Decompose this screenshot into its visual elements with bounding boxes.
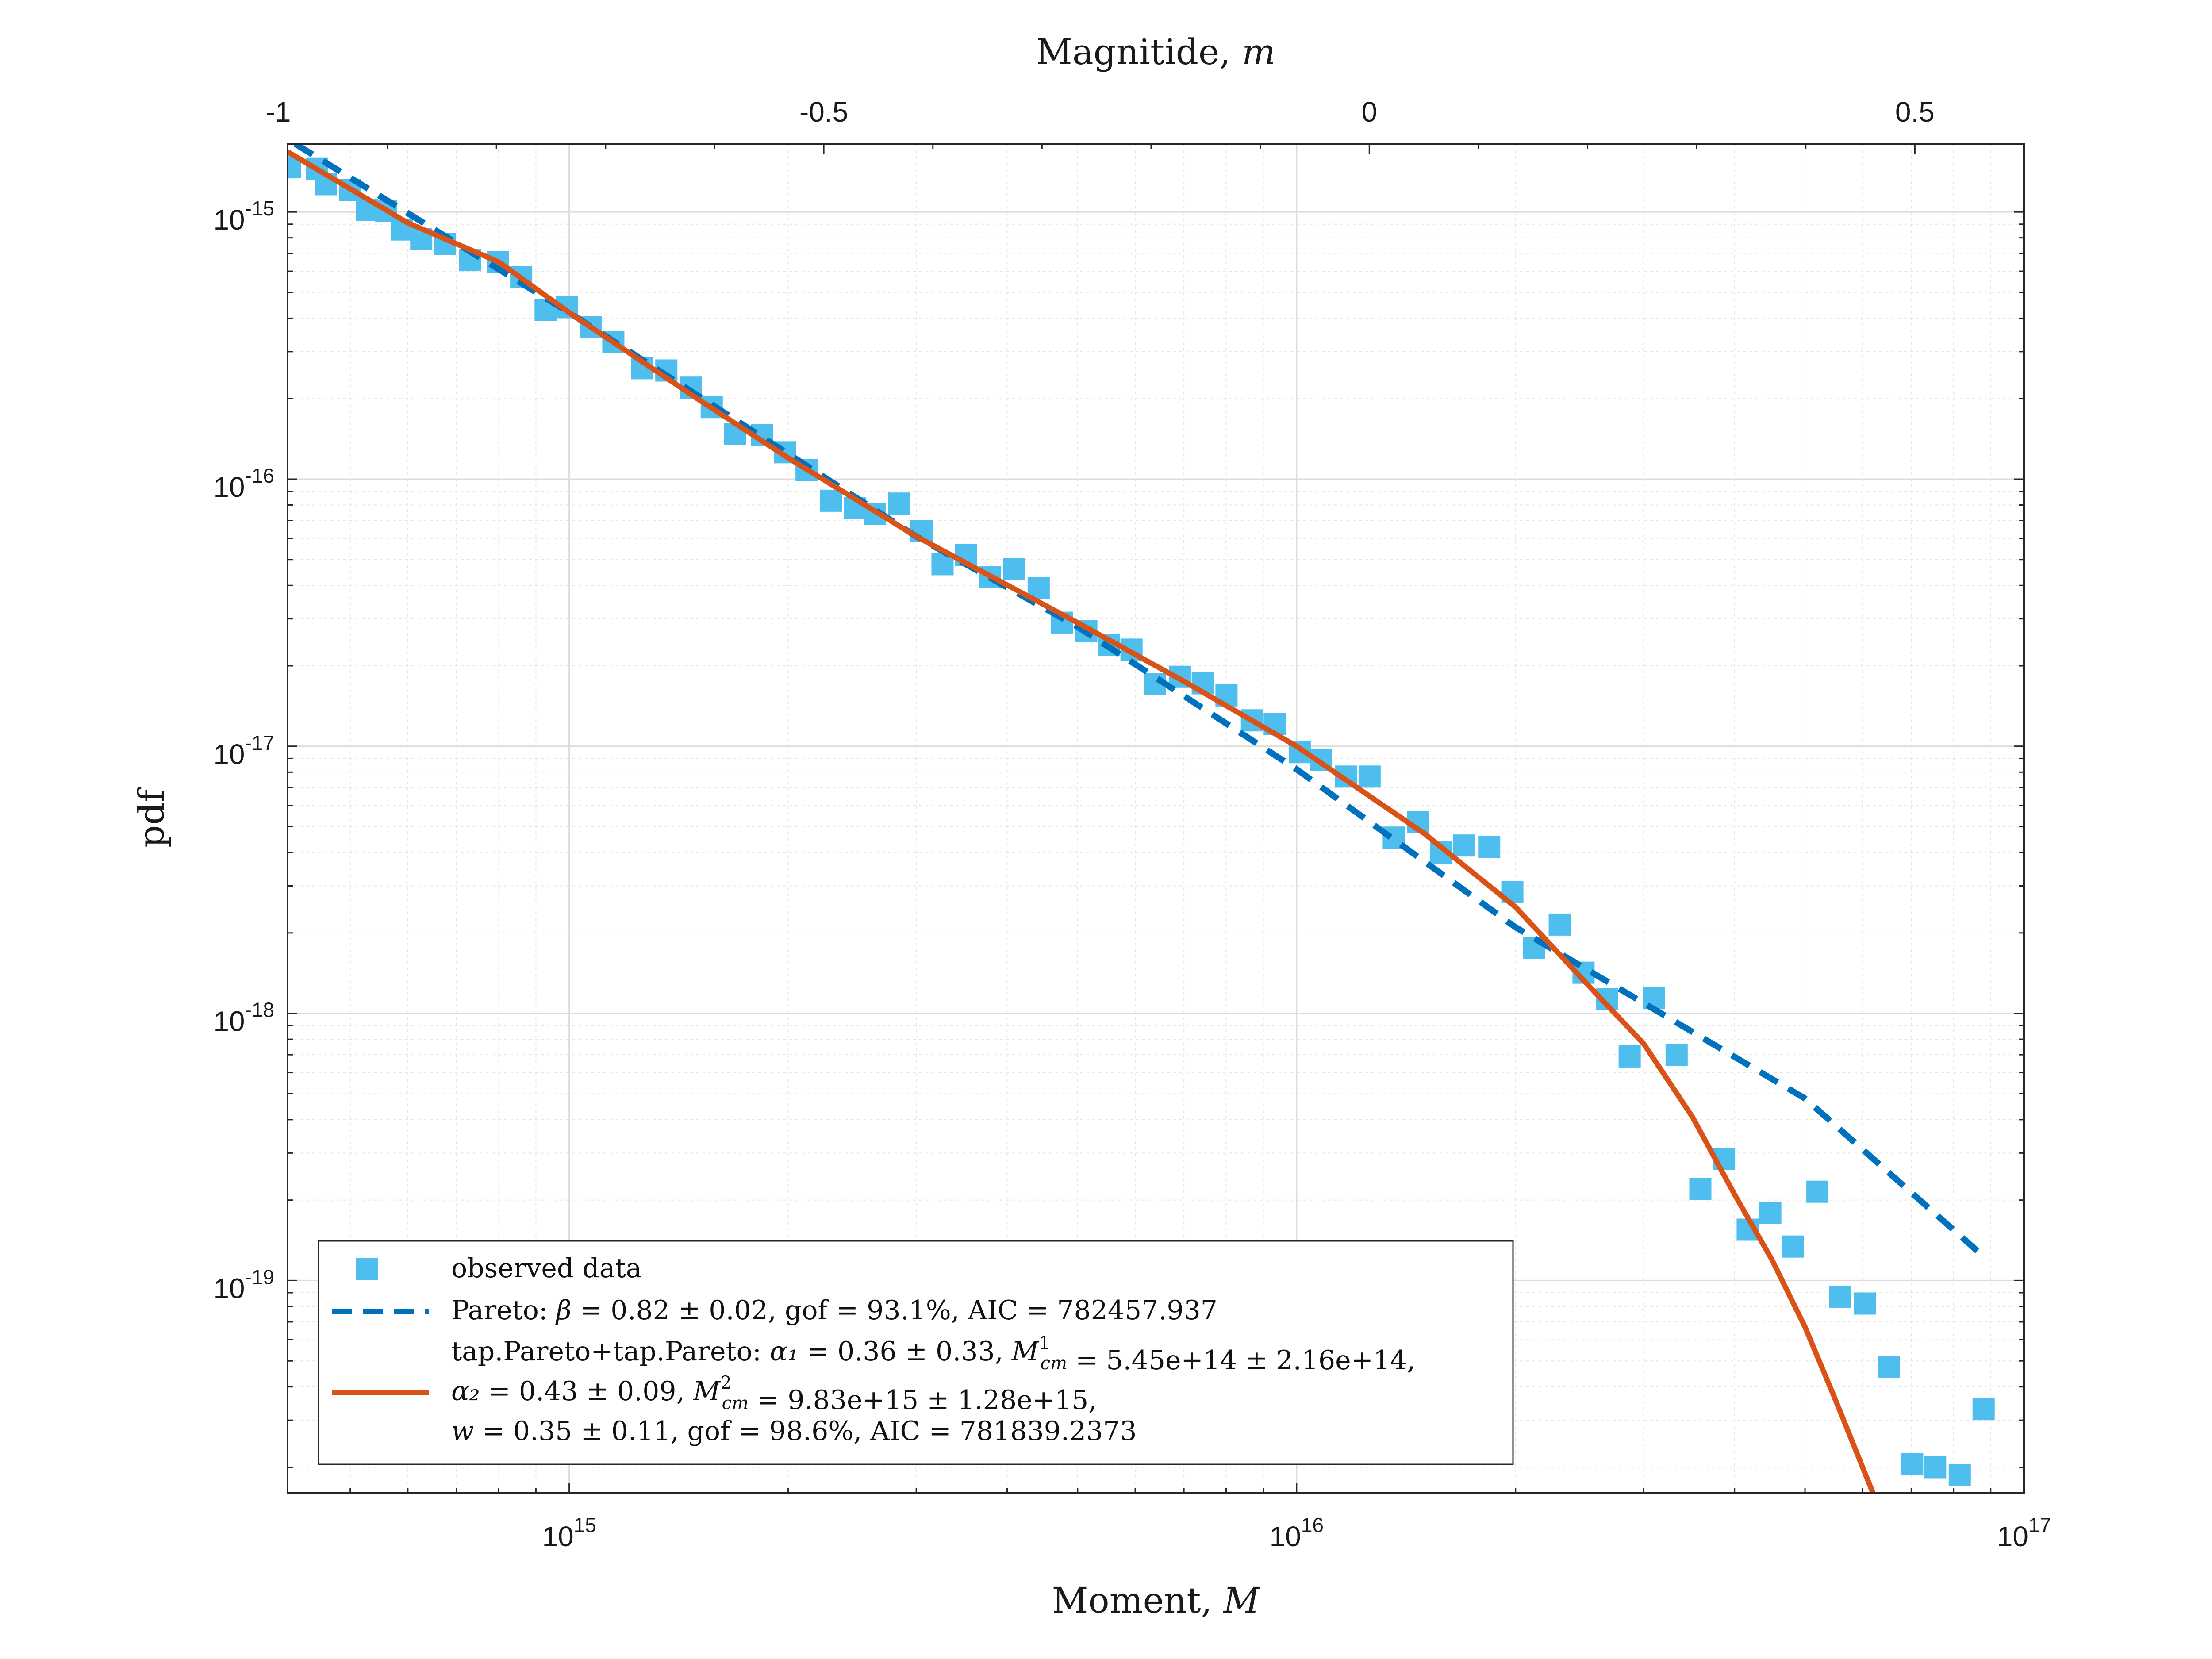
legend-box	[318, 1240, 1514, 1465]
observed-point	[1618, 1045, 1641, 1068]
legend: observed data Pareto: β = 0.82 ± 0.02, go…	[318, 1240, 1514, 1465]
observed-point	[1358, 765, 1381, 788]
observed-point	[1759, 1202, 1782, 1224]
y-tick-label: 10-18	[213, 998, 274, 1037]
pareto-fit-line	[293, 144, 1986, 1259]
series-layer	[288, 144, 1995, 1493]
observed-point	[1782, 1235, 1804, 1258]
y-axis-label: pdf	[131, 787, 172, 848]
x-tick-label: 1015	[542, 1513, 596, 1552]
top-tick-label: 0	[1361, 96, 1377, 128]
tick-labels: 1015 1016 1017 10-15 10-16 10-17 10-18 10-19 -1 -…	[213, 96, 2051, 1552]
legend-text-line: observed data	[451, 1253, 641, 1284]
legend-text-line: w = 0.35 ± 0.11, gof = 98.6%, AIC = 7818…	[451, 1416, 1137, 1447]
observed-point	[1003, 558, 1025, 580]
x-tick-label: 1017	[1997, 1513, 2051, 1552]
observed-point	[1853, 1292, 1876, 1315]
y-tick-label: 10-17	[213, 731, 274, 770]
observed-point	[1972, 1398, 1995, 1421]
axis-ticks	[288, 144, 2025, 1493]
top-axis-label: Magnitide, m	[1036, 31, 1275, 73]
observed-point	[1806, 1180, 1829, 1203]
observed-point	[1924, 1456, 1947, 1479]
plot-frame	[287, 143, 2025, 1494]
legend-text-line: Pareto: β = 0.82 ± 0.02, gof = 93.1%, AI…	[451, 1295, 1217, 1326]
observed-point	[1878, 1356, 1900, 1378]
x-tick-label: 1016	[1270, 1513, 1324, 1552]
observed-point	[1665, 1044, 1688, 1066]
observed-point	[1548, 913, 1571, 936]
observed-point	[820, 489, 842, 512]
top-tick-label: -1	[266, 96, 291, 128]
y-tick-label: 10-15	[213, 197, 274, 236]
top-tick-label: -0.5	[799, 96, 848, 128]
top-tick-label: 0.5	[1895, 96, 1935, 128]
observed-point	[887, 492, 910, 515]
y-tick-label: 10-16	[213, 464, 274, 503]
legend-observed-marker	[356, 1258, 378, 1280]
legend-text-line: tap.Pareto+tap.Pareto: α₁ = 0.36 ± 0.33,…	[451, 1333, 1415, 1376]
legend-text-line: α₂ = 0.43 ± 0.09, M2 cm = 9.83e+15 ± 1.28…	[451, 1373, 1097, 1416]
observed-point	[1689, 1178, 1712, 1200]
observed-point	[1478, 836, 1501, 858]
y-tick-label: 10-19	[213, 1265, 274, 1304]
x-axis-label: Moment, M	[1052, 1580, 1261, 1621]
observed-point	[1453, 834, 1475, 857]
legend-items: observed data Pareto: β = 0.82 ± 0.02, go…	[332, 1253, 1415, 1447]
observed-point	[1643, 987, 1665, 1010]
tapered-fit-line	[288, 149, 1876, 1493]
observed-point	[1948, 1464, 1971, 1486]
observed-point	[1829, 1285, 1851, 1308]
observed-point	[1901, 1453, 1924, 1476]
